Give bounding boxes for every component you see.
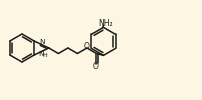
Text: N: N — [38, 51, 43, 57]
Text: H: H — [42, 53, 47, 58]
Text: O: O — [84, 42, 89, 51]
Text: N: N — [39, 40, 44, 46]
Text: O: O — [93, 62, 98, 71]
Text: NH₂: NH₂ — [98, 19, 112, 28]
